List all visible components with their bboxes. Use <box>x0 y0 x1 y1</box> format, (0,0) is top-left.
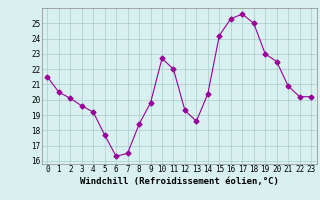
X-axis label: Windchill (Refroidissement éolien,°C): Windchill (Refroidissement éolien,°C) <box>80 177 279 186</box>
